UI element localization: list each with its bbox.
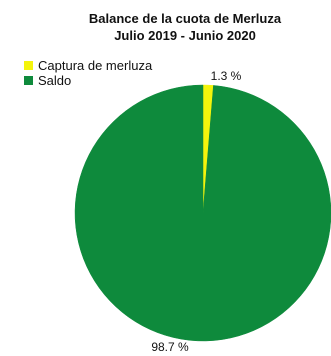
pie-slices [74, 84, 331, 342]
legend: Captura de merluza Saldo [24, 58, 153, 88]
pie-slice-saldo [74, 84, 331, 342]
data-label-captura: 1.3 % [211, 69, 242, 83]
data-label-saldo: 98.7 % [151, 340, 189, 354]
legend-swatch-saldo [24, 76, 33, 85]
chart-title-line-2: Julio 2019 - Junio 2020 [114, 28, 256, 43]
chart-title-line-1: Balance de la cuota de Merluza [89, 11, 282, 26]
legend-label-captura: Captura de merluza [38, 58, 153, 73]
legend-swatch-captura [24, 61, 33, 70]
legend-label-saldo: Saldo [38, 73, 71, 88]
